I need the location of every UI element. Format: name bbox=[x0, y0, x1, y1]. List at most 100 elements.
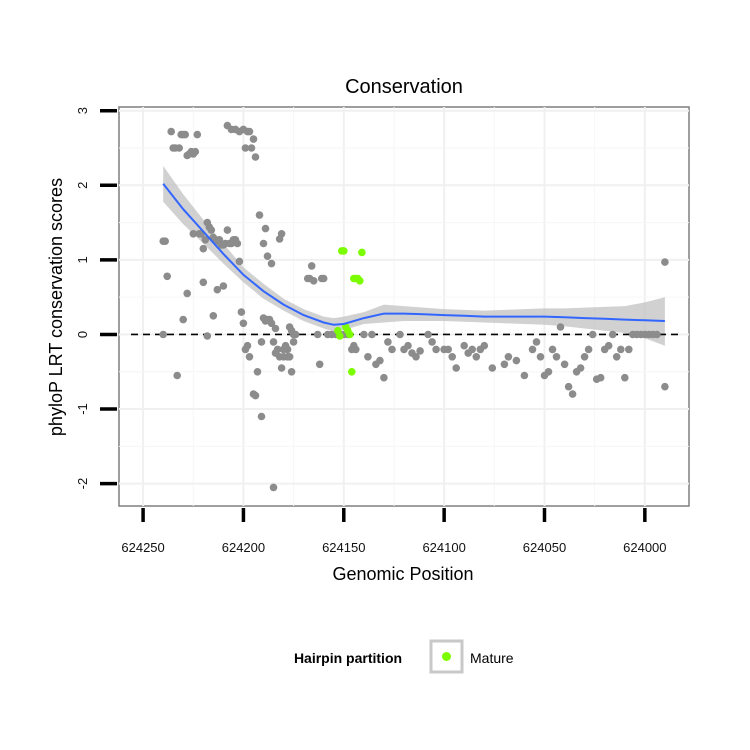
data-point bbox=[223, 226, 232, 234]
data-point bbox=[428, 338, 436, 346]
y-tick-label: 0 bbox=[75, 331, 90, 338]
data-point bbox=[207, 226, 216, 234]
data-point bbox=[271, 324, 280, 333]
data-point bbox=[283, 353, 292, 361]
data-point bbox=[241, 144, 250, 152]
smooth-line bbox=[162, 183, 665, 326]
x-tick-label: 624150 bbox=[322, 540, 365, 555]
data-point bbox=[209, 312, 218, 320]
data-point bbox=[388, 345, 396, 354]
mature-point bbox=[348, 368, 356, 376]
data-point bbox=[432, 345, 440, 354]
data-point bbox=[277, 364, 286, 372]
chart-title: Conservation bbox=[345, 76, 463, 98]
data-point bbox=[263, 252, 272, 260]
data-point bbox=[500, 360, 509, 369]
data-point bbox=[261, 224, 270, 233]
data-point bbox=[416, 347, 424, 355]
data-point bbox=[269, 483, 278, 492]
data-point bbox=[313, 330, 322, 339]
data-point bbox=[309, 277, 318, 285]
smooth-line-layer bbox=[162, 183, 665, 326]
x-tick-label: 624000 bbox=[623, 540, 666, 555]
data-point bbox=[352, 345, 360, 354]
x-tick-label: 624250 bbox=[121, 540, 164, 555]
data-point bbox=[175, 144, 183, 152]
data-point bbox=[179, 315, 187, 324]
data-point bbox=[213, 285, 222, 294]
x-tick-label: 624050 bbox=[523, 540, 566, 555]
y-tick-label: 2 bbox=[75, 182, 90, 189]
data-point bbox=[568, 390, 577, 398]
data-point bbox=[576, 364, 585, 372]
data-point bbox=[661, 258, 669, 266]
data-point bbox=[532, 338, 541, 346]
data-point bbox=[279, 345, 288, 354]
data-point bbox=[307, 262, 316, 270]
y-tick-label: -2 bbox=[75, 478, 90, 490]
mature-point bbox=[336, 332, 344, 340]
mature-point bbox=[344, 326, 352, 335]
data-point bbox=[661, 382, 669, 391]
x-tick-label: 624200 bbox=[222, 540, 265, 555]
data-point bbox=[612, 353, 621, 361]
data-point bbox=[364, 353, 372, 361]
data-point bbox=[536, 353, 545, 361]
data-point bbox=[552, 353, 561, 361]
data-point bbox=[396, 330, 404, 339]
data-point bbox=[183, 289, 191, 298]
data-point bbox=[460, 341, 469, 350]
data-point bbox=[584, 345, 593, 354]
data-point bbox=[548, 345, 557, 354]
confidence-band-layer bbox=[163, 165, 665, 346]
data-point bbox=[315, 360, 324, 369]
data-point bbox=[247, 144, 256, 152]
data-point bbox=[512, 356, 521, 365]
data-point bbox=[653, 330, 661, 339]
data-point bbox=[368, 330, 376, 339]
data-point bbox=[380, 373, 388, 382]
data-point bbox=[504, 353, 513, 361]
data-point bbox=[201, 236, 210, 244]
data-point bbox=[199, 244, 208, 253]
data-point bbox=[287, 368, 296, 376]
data-point bbox=[267, 259, 276, 268]
data-point bbox=[556, 323, 565, 331]
data-point bbox=[243, 341, 252, 350]
data-point bbox=[596, 373, 605, 382]
data-point bbox=[319, 274, 328, 283]
data-point bbox=[193, 130, 202, 139]
data-point bbox=[235, 257, 244, 266]
data-point bbox=[621, 373, 629, 382]
data-point bbox=[249, 135, 258, 143]
data-point bbox=[452, 364, 461, 372]
legend-label-mature: Mature bbox=[470, 650, 514, 666]
data-point bbox=[588, 330, 597, 339]
data-point bbox=[444, 345, 453, 354]
data-point bbox=[520, 371, 529, 380]
mature-point bbox=[356, 277, 364, 285]
y-axis-title: phyloP LRT conservation scores bbox=[46, 178, 66, 436]
data-point bbox=[528, 345, 537, 354]
data-point bbox=[259, 239, 268, 248]
data-point bbox=[245, 353, 254, 361]
data-point bbox=[468, 345, 477, 354]
data-point bbox=[203, 332, 212, 340]
x-tick-label: 624100 bbox=[422, 540, 465, 555]
legend: Hairpin partition Mature bbox=[294, 639, 514, 674]
data-point bbox=[251, 153, 260, 161]
data-point bbox=[257, 412, 266, 421]
data-point bbox=[199, 278, 208, 287]
data-point bbox=[239, 319, 248, 328]
legend-key-box bbox=[429, 639, 464, 674]
data-point bbox=[269, 338, 278, 346]
data-point bbox=[273, 345, 282, 354]
data-point bbox=[257, 338, 266, 346]
data-point bbox=[625, 345, 633, 354]
gridlines bbox=[119, 107, 689, 506]
data-point bbox=[267, 319, 276, 328]
data-point bbox=[253, 368, 262, 376]
data-point bbox=[181, 130, 189, 139]
data-point bbox=[233, 239, 242, 248]
